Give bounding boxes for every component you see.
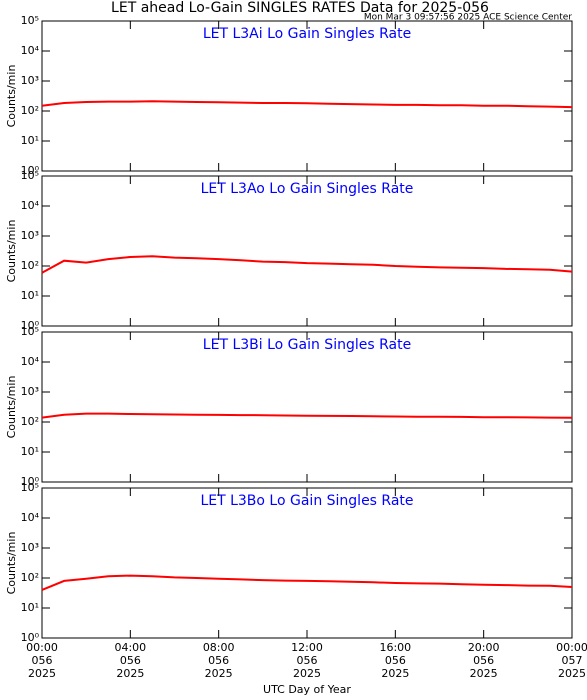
x-tick-label-line: 056 — [297, 654, 318, 667]
y-tick-label: 10³ — [21, 385, 39, 398]
plot-frame — [41, 175, 573, 327]
y-tick-label: 10⁰ — [21, 164, 40, 177]
x-tick-label: 00:00 057 2025 — [556, 641, 587, 680]
x-tick-label-line: 20:00 — [468, 641, 500, 654]
panel-title: LET L3Bo Lo Gain Singles Rate — [200, 493, 413, 509]
panel-title: LET L3Ai Lo Gain Singles Rate — [203, 26, 411, 42]
y-tick-label: 10⁵ — [21, 169, 39, 182]
y-tick-label: 10¹ — [21, 289, 39, 302]
x-tick-label-line: 056 — [208, 654, 229, 667]
panel-title: LET L3Bi Lo Gain Singles Rate — [203, 337, 411, 353]
y-tick-label: 10⁰ — [21, 319, 40, 332]
x-tick-label: 04:00 056 2025 — [114, 641, 146, 680]
y-tick-label: 10⁰ — [21, 475, 40, 488]
x-tick-label: 12:00 056 2025 — [291, 641, 323, 680]
y-tick-label: 10³ — [21, 229, 39, 242]
y-tick-label: 10⁵ — [21, 481, 39, 494]
x-tick-label: 16:00 056 2025 — [379, 641, 411, 680]
y-tick-label: 10¹ — [21, 601, 39, 614]
x-tick-label-line: 2025 — [28, 667, 56, 680]
y-tick-label: 10¹ — [21, 445, 39, 458]
y-tick-label: 10⁴ — [21, 44, 40, 57]
x-tick-label-line: 12:00 — [291, 641, 323, 654]
plot-frame — [41, 487, 573, 639]
x-tick-label-line: 056 — [473, 654, 494, 667]
x-tick-label-line: 056 — [385, 654, 406, 667]
y-tick-label: 10⁵ — [21, 325, 39, 338]
y-tick-label: 10⁴ — [21, 511, 40, 524]
data-line — [41, 255, 573, 274]
y-axis-label: Counts/min — [5, 532, 18, 595]
y-axis-label: Counts/min — [5, 220, 18, 283]
y-tick-label: 10³ — [21, 74, 39, 87]
x-tick-label-line: 2025 — [116, 667, 144, 680]
y-axis-label: Counts/min — [5, 376, 18, 439]
y-tick-label: 10² — [21, 415, 39, 428]
chart-title: LET ahead Lo-Gain SINGLES RATES Data for… — [111, 0, 489, 16]
y-tick-label: 10² — [21, 259, 39, 272]
x-tick-label-line: 2025 — [381, 667, 409, 680]
x-tick-label-line: 00:00 — [556, 641, 587, 654]
x-tick-label-line: 16:00 — [379, 641, 411, 654]
x-tick-label-line: 2025 — [470, 667, 498, 680]
y-tick-label: 10¹ — [21, 134, 39, 147]
y-tick-label: 10³ — [21, 541, 39, 554]
data-line — [41, 574, 573, 591]
panel-title: LET L3Ao Lo Gain Singles Rate — [201, 181, 414, 197]
data-line — [41, 412, 573, 419]
x-tick-label-line: 00:00 — [26, 641, 58, 654]
x-tick-label-line: 2025 — [205, 667, 233, 680]
x-tick-label-line: 056 — [32, 654, 53, 667]
plot-frame — [41, 20, 573, 172]
x-tick-label-line: 056 — [120, 654, 141, 667]
plot-frame — [41, 331, 573, 483]
y-axis-label: Counts/min — [5, 65, 18, 128]
x-tick-label: 00:00 056 2025 — [26, 641, 58, 680]
x-tick-label: 08:00 056 2025 — [203, 641, 235, 680]
x-tick-label-line: 08:00 — [203, 641, 235, 654]
x-tick-label-line: 2025 — [293, 667, 321, 680]
x-tick-label-line: 04:00 — [114, 641, 146, 654]
y-tick-label: 10² — [21, 571, 39, 584]
y-tick-label: 10⁵ — [21, 14, 39, 27]
chart-subtitle: Mon Mar 3 09:57:56 2025 ACE Science Cent… — [364, 13, 572, 23]
x-axis-label: UTC Day of Year — [263, 683, 351, 696]
x-tick-label: 20:00 056 2025 — [468, 641, 500, 680]
x-tick-label-line: 057 — [562, 654, 583, 667]
y-tick-label: 10² — [21, 104, 39, 117]
data-line — [41, 100, 573, 109]
x-tick-label-line: 2025 — [558, 667, 586, 680]
y-tick-label: 10⁴ — [21, 355, 40, 368]
y-tick-label: 10⁰ — [21, 631, 40, 644]
y-tick-label: 10⁴ — [21, 199, 40, 212]
